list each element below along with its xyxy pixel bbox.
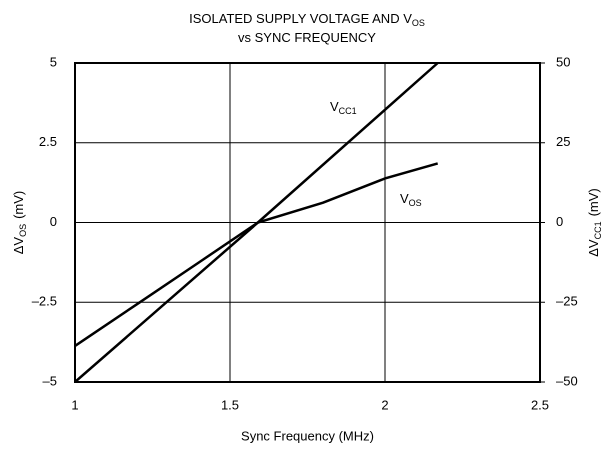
y-axis-label-part: (mV)	[11, 191, 26, 219]
title-part: OS	[412, 18, 425, 28]
y-axis-label-part: ΔV	[11, 237, 26, 255]
x-tick-label: 2	[381, 397, 388, 412]
series-line	[74, 162, 439, 347]
y-tick-label: 5	[50, 54, 57, 69]
series-label-part: OS	[409, 198, 422, 208]
series-label-part: V	[330, 99, 339, 114]
plot-frame	[74, 62, 541, 383]
series-label: VOS	[400, 191, 422, 208]
x-tick-label: 1	[71, 397, 78, 412]
y2-tick-label: –50	[556, 373, 578, 388]
series-label: VCC1	[330, 99, 357, 116]
y2-tick-label: 25	[556, 134, 570, 149]
title-part: ISOLATED SUPPLY VOLTAGE AND V	[189, 11, 412, 26]
y2-tick-label: 50	[556, 54, 570, 69]
series-label-part: V	[400, 191, 409, 206]
x-tick-label: 1.5	[221, 397, 239, 412]
y2-axis-label: ΔVCC1 (mV)	[586, 188, 603, 257]
y-axis-label-part: OS	[18, 224, 28, 237]
y-tick-label: 0	[50, 214, 57, 229]
y2-axis-label-part: (mV)	[586, 188, 601, 216]
y-tick-label: –2.5	[32, 294, 57, 309]
x-axis-label: Sync Frequency (MHz)	[241, 428, 374, 443]
y-axis-label: ΔVOS (mV)	[11, 191, 28, 255]
y-tick-label: 2.5	[39, 134, 57, 149]
y2-tick-label: 0	[556, 214, 563, 229]
chart-title: ISOLATED SUPPLY VOLTAGE AND VOS vs SYNC F…	[189, 11, 425, 45]
y2-axis-label-part: ΔV	[586, 239, 601, 257]
y-tick-label: –5	[43, 373, 57, 388]
series-label-part: CC1	[339, 106, 357, 116]
title-part: vs SYNC FREQUENCY	[238, 30, 376, 45]
y2-tick-label: –25	[556, 294, 578, 309]
x-tick-label: 2.5	[531, 397, 549, 412]
y2-axis-label-part: CC1	[593, 221, 603, 239]
